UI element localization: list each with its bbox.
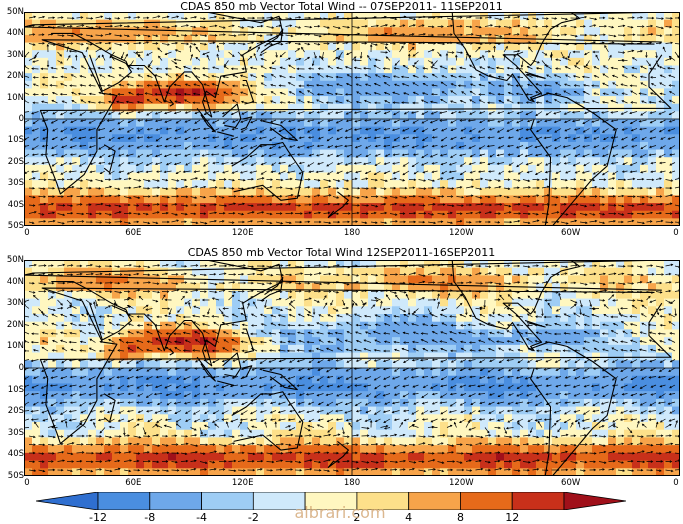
lon-label: 60E xyxy=(125,478,141,488)
colorbar-tick-label: 12 xyxy=(505,511,519,524)
lat-label: 50N xyxy=(0,7,24,17)
lon-label: 0 xyxy=(673,478,678,488)
colorbar-tick-label: -8 xyxy=(144,511,155,524)
lat-label: 40S xyxy=(0,449,24,459)
lat-label: 20N xyxy=(0,71,24,81)
lon-label: 0 xyxy=(24,228,29,238)
lat-label: 10S xyxy=(0,385,24,395)
colorbar-tick-label: -4 xyxy=(196,511,207,524)
lat-label: 30N xyxy=(0,298,24,308)
lat-label: 30N xyxy=(0,50,24,60)
lon-label: 0 xyxy=(673,228,678,238)
lat-label: 30S xyxy=(0,178,24,188)
lon-label: 180 xyxy=(344,478,360,488)
lat-label: 40N xyxy=(0,277,24,287)
lat-label: 50N xyxy=(0,255,24,265)
lat-label: 40S xyxy=(0,200,24,210)
lat-label: 20N xyxy=(0,320,24,330)
colorbar-tick-label: 4 xyxy=(405,511,412,524)
lon-label: 120E xyxy=(232,228,254,238)
lat-label: 20S xyxy=(0,406,24,416)
lat-label: 10S xyxy=(0,135,24,145)
lat-label: 10N xyxy=(0,93,24,103)
lat-label: 40N xyxy=(0,28,24,38)
lon-label: 120E xyxy=(232,478,254,488)
lat-label: 10N xyxy=(0,341,24,351)
lat-label: 50S xyxy=(0,221,24,231)
panel-2-title: CDAS 850 mb Vector Total Wind 12SEP2011-… xyxy=(0,246,683,259)
colorbar-tick-label: 8 xyxy=(457,511,464,524)
panel-1-map xyxy=(24,12,680,226)
colorbar-tick-label: -12 xyxy=(89,511,107,524)
lon-label: 180 xyxy=(344,228,360,238)
lat-label: 20S xyxy=(0,157,24,167)
watermark-text: albrari.com xyxy=(294,503,385,522)
colorbar-tick-label: -2 xyxy=(248,511,259,524)
lon-label: 60W xyxy=(561,228,580,238)
lat-label: 0 xyxy=(0,363,24,373)
lon-label: 60E xyxy=(125,228,141,238)
lat-label: 30S xyxy=(0,428,24,438)
lat-label: 0 xyxy=(0,114,24,124)
lon-label: 120W xyxy=(449,478,474,488)
lon-label: 120W xyxy=(449,228,474,238)
lon-label: 0 xyxy=(24,478,29,488)
lon-label: 60W xyxy=(561,478,580,488)
panel-2-map xyxy=(24,260,680,476)
lat-label: 50S xyxy=(0,471,24,481)
